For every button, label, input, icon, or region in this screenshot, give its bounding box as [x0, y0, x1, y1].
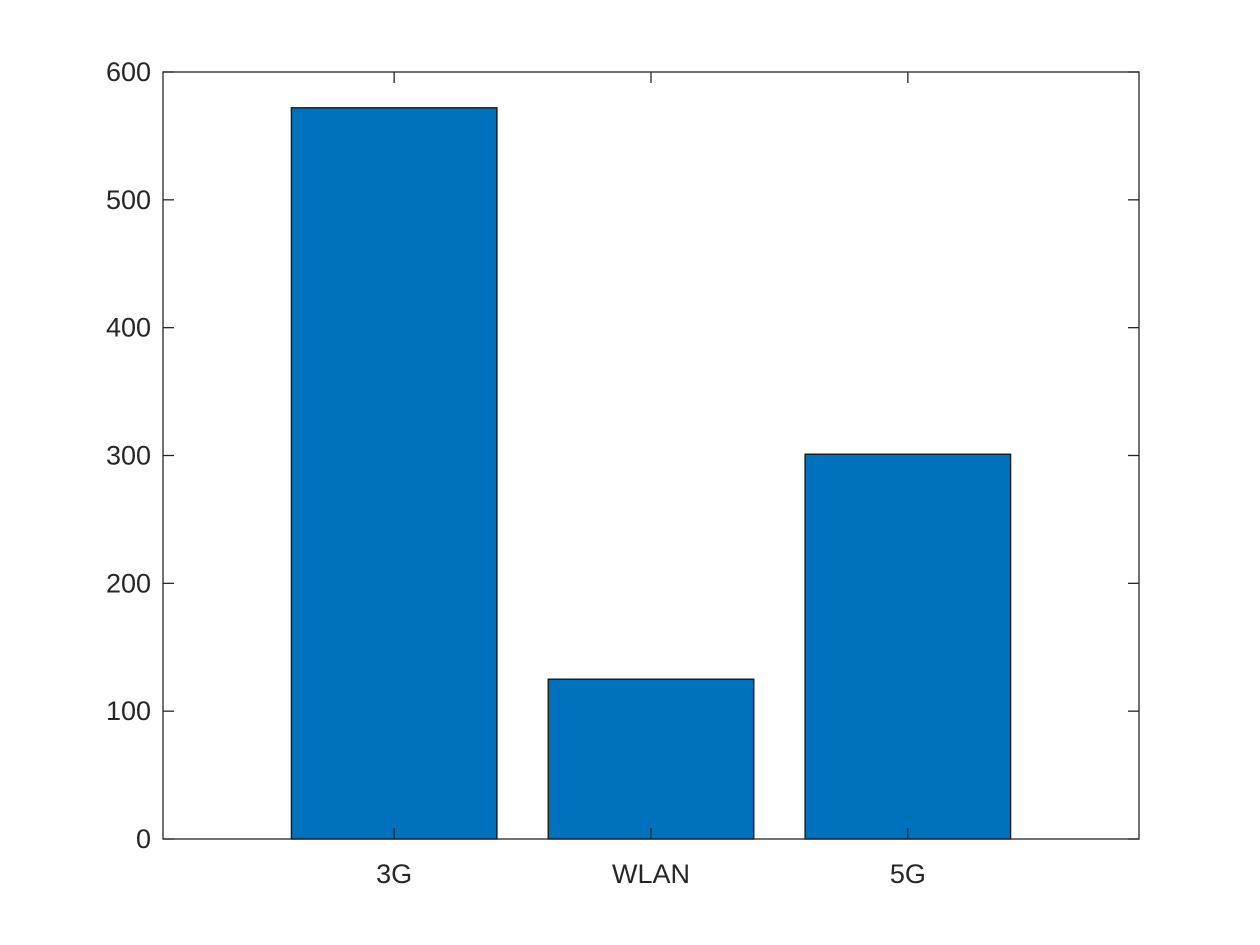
- ticks: [163, 71, 1139, 840]
- y-tick-label: 200: [106, 568, 151, 598]
- bar-wlan: [547, 678, 755, 840]
- x-tick-label-5g: 5G: [890, 859, 926, 889]
- y-tick-label: 300: [106, 441, 151, 471]
- plot-area: 0 100 200 300 400 500 600 3G WLAN 5G: [106, 57, 1140, 889]
- y-tick-label: 100: [106, 696, 151, 726]
- y-tick-label: 0: [136, 824, 151, 854]
- x-tick-label-wlan: WLAN: [612, 859, 690, 889]
- bars: [290, 107, 1012, 840]
- tick-labels: 0 100 200 300 400 500 600 3G WLAN 5G: [106, 57, 926, 889]
- y-tick-label: 500: [106, 185, 151, 215]
- y-tick-label: 400: [106, 313, 151, 343]
- y-tick-label: 600: [106, 57, 151, 87]
- bar-3g: [290, 107, 498, 840]
- bar-5g: [804, 453, 1012, 840]
- x-tick-label-3g: 3G: [376, 859, 412, 889]
